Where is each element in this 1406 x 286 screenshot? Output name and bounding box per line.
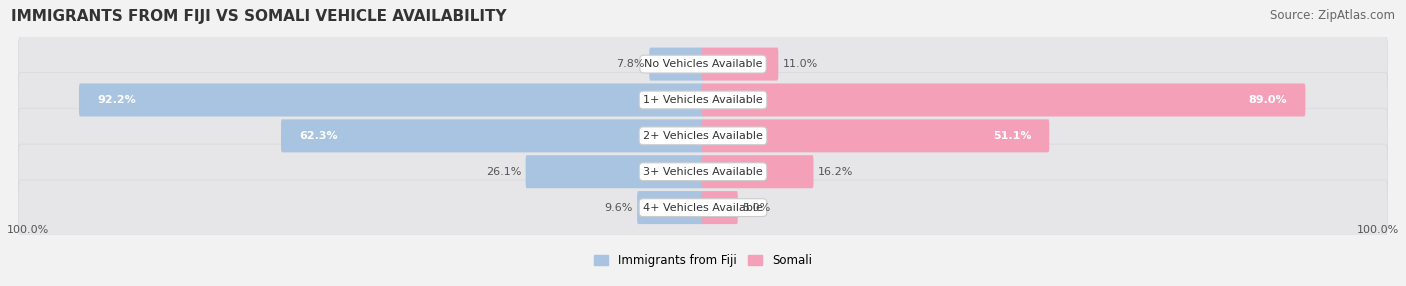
Text: 5.0%: 5.0% (742, 202, 770, 212)
Text: 89.0%: 89.0% (1249, 95, 1288, 105)
FancyBboxPatch shape (702, 155, 814, 188)
FancyBboxPatch shape (526, 155, 704, 188)
Text: 100.0%: 100.0% (1357, 225, 1399, 235)
FancyBboxPatch shape (650, 47, 704, 81)
FancyBboxPatch shape (18, 36, 1388, 92)
Text: 92.2%: 92.2% (97, 95, 135, 105)
FancyBboxPatch shape (18, 72, 1388, 128)
Text: IMMIGRANTS FROM FIJI VS SOMALI VEHICLE AVAILABILITY: IMMIGRANTS FROM FIJI VS SOMALI VEHICLE A… (11, 9, 508, 23)
FancyBboxPatch shape (702, 119, 1049, 152)
FancyBboxPatch shape (18, 108, 1388, 164)
Text: 11.0%: 11.0% (783, 59, 818, 69)
Text: 26.1%: 26.1% (486, 167, 522, 177)
Legend: Immigrants from Fiji, Somali: Immigrants from Fiji, Somali (589, 250, 817, 272)
FancyBboxPatch shape (702, 84, 1305, 116)
Text: No Vehicles Available: No Vehicles Available (644, 59, 762, 69)
Text: 7.8%: 7.8% (616, 59, 645, 69)
FancyBboxPatch shape (18, 144, 1388, 199)
FancyBboxPatch shape (702, 47, 779, 81)
Text: 16.2%: 16.2% (818, 167, 853, 177)
Text: 100.0%: 100.0% (7, 225, 49, 235)
FancyBboxPatch shape (637, 191, 704, 224)
Text: 62.3%: 62.3% (299, 131, 337, 141)
FancyBboxPatch shape (702, 191, 738, 224)
Text: 51.1%: 51.1% (993, 131, 1032, 141)
FancyBboxPatch shape (79, 84, 704, 116)
Text: 4+ Vehicles Available: 4+ Vehicles Available (643, 202, 763, 212)
FancyBboxPatch shape (281, 119, 704, 152)
Text: 9.6%: 9.6% (605, 202, 633, 212)
Text: Source: ZipAtlas.com: Source: ZipAtlas.com (1270, 9, 1395, 21)
FancyBboxPatch shape (18, 180, 1388, 235)
Text: 3+ Vehicles Available: 3+ Vehicles Available (643, 167, 763, 177)
Text: 2+ Vehicles Available: 2+ Vehicles Available (643, 131, 763, 141)
Text: 1+ Vehicles Available: 1+ Vehicles Available (643, 95, 763, 105)
